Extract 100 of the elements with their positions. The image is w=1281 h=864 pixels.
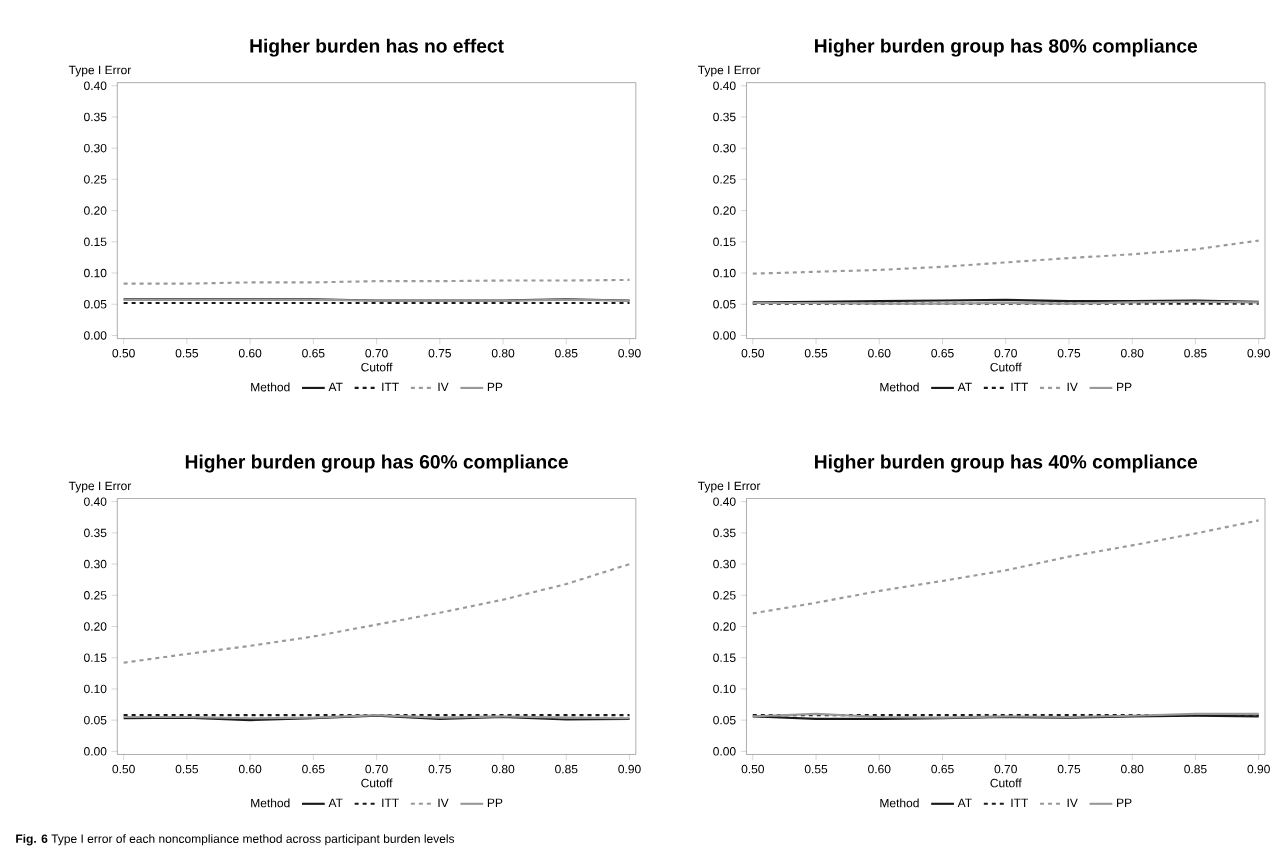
legend-label: PP: [1117, 798, 1132, 808]
x-tick-label: 0.75: [428, 349, 451, 358]
x-tick-label: 0.80: [491, 764, 515, 774]
y-tick-label: 0.00: [84, 331, 107, 340]
x-tick-label: 0.90: [1247, 764, 1270, 774]
y-tick-label: 0.35: [84, 528, 107, 538]
legend-label: AT: [328, 798, 343, 808]
y-tick-label: 0.05: [713, 300, 736, 309]
legend-title: Method: [251, 798, 290, 808]
legend-label: IV: [438, 382, 449, 392]
x-tick-label: 0.85: [1184, 349, 1207, 358]
legend-label: ITT: [1011, 798, 1029, 808]
y-tick-label: 0.00: [713, 747, 736, 756]
legend-label: AT: [328, 382, 343, 392]
legend-label: AT: [957, 382, 972, 392]
x-tick-label: 0.55: [804, 764, 828, 774]
x-axis-title: Cutoff: [990, 778, 1022, 788]
y-tick-label: 0.40: [84, 81, 107, 91]
legend-label: PP: [487, 798, 503, 808]
legend-label: ITT: [1011, 382, 1029, 392]
chart-title: Higher burden group has 80% compliance: [815, 38, 1198, 57]
legend-label: AT: [957, 798, 972, 808]
x-axis-title: Cutoff: [361, 362, 393, 372]
y-tick-label: 0.05: [84, 716, 107, 725]
y-tick-label: 0.15: [84, 237, 107, 247]
y-tick-label: 0.30: [84, 559, 107, 569]
legend-title: Method: [880, 382, 919, 392]
y-axis-title: Type I Error: [698, 481, 761, 493]
y-tick-label: 0.35: [713, 112, 736, 122]
x-tick-label: 0.75: [1057, 764, 1081, 774]
y-tick-label: 0.30: [713, 559, 736, 569]
x-tick-label: 0.65: [302, 764, 325, 774]
x-tick-label: 0.80: [1121, 764, 1144, 774]
y-tick-label: 0.25: [84, 175, 107, 184]
y-axis-title: Type I Error: [68, 65, 132, 77]
x-tick-label: 0.65: [931, 349, 954, 358]
x-tick-label: 0.80: [1121, 349, 1144, 358]
y-tick-label: 0.10: [84, 268, 107, 278]
text: Fig. 6 Type I error of each noncompliance method across participant burden levels: [16, 834, 455, 846]
y-tick-label: 0.25: [713, 591, 736, 600]
legend-label: PP: [487, 382, 503, 392]
y-tick-label: 0.20: [713, 206, 736, 215]
x-tick-label: 0.60: [868, 349, 891, 358]
x-tick-label: 0.70: [365, 764, 388, 774]
chart-title: Higher burden group has 60% compliance: [185, 454, 568, 473]
y-tick-label: 0.15: [84, 653, 107, 663]
x-axis-title: Cutoff: [361, 778, 393, 788]
x-tick-label: 0.70: [365, 349, 388, 358]
y-tick-label: 0.15: [713, 653, 736, 663]
x-tick-label: 0.50: [112, 349, 135, 358]
x-tick-label: 0.50: [741, 349, 765, 358]
y-axis-title: Type I Error: [698, 65, 761, 77]
x-tick-label: 0.70: [994, 764, 1017, 774]
y-tick-label: 0.30: [84, 144, 107, 153]
chart-title: Higher burden has no effect: [250, 38, 504, 57]
x-tick-label: 0.85: [555, 349, 578, 358]
x-tick-label: 0.50: [741, 764, 765, 774]
legend-label: ITT: [382, 798, 399, 808]
y-tick-label: 0.00: [713, 331, 736, 340]
y-tick-label: 0.40: [84, 497, 107, 507]
y-tick-label: 0.20: [84, 206, 107, 215]
x-tick-label: 0.55: [175, 349, 199, 358]
y-tick-label: 0.20: [713, 622, 736, 631]
legend-label: IV: [438, 798, 449, 808]
x-tick-label: 0.55: [175, 764, 199, 774]
x-tick-label: 0.60: [868, 764, 891, 774]
x-tick-label: 0.60: [238, 349, 262, 358]
x-tick-label: 0.90: [1247, 349, 1270, 358]
y-tick-label: 0.10: [713, 268, 736, 278]
legend-title: Method: [880, 798, 919, 808]
x-tick-label: 0.90: [618, 349, 641, 358]
y-axis-title: Type I Error: [68, 481, 132, 493]
y-tick-label: 0.05: [713, 716, 736, 725]
y-tick-label: 0.25: [84, 591, 107, 600]
y-tick-label: 0.25: [713, 175, 736, 184]
legend-label: ITT: [382, 382, 399, 392]
y-tick-label: 0.20: [84, 622, 107, 631]
x-tick-label: 0.65: [931, 764, 954, 774]
x-tick-label: 0.75: [428, 764, 451, 774]
x-tick-label: 0.60: [238, 764, 262, 774]
x-tick-label: 0.80: [491, 349, 515, 358]
y-tick-label: 0.40: [713, 81, 736, 91]
x-tick-label: 0.85: [555, 764, 578, 774]
x-tick-label: 0.90: [618, 764, 641, 774]
legend-label: IV: [1067, 382, 1078, 392]
x-axis-title: Cutoff: [990, 362, 1022, 372]
legend-title: Method: [251, 382, 290, 392]
x-tick-label: 0.55: [804, 349, 828, 358]
line-series: [122, 563, 631, 664]
line-series: [751, 519, 1260, 615]
y-tick-label: 0.30: [713, 144, 736, 153]
legend-label: PP: [1117, 382, 1132, 392]
y-tick-label: 0.10: [713, 684, 736, 694]
legend-label: IV: [1067, 798, 1078, 808]
x-tick-label: 0.50: [112, 764, 135, 774]
x-tick-label: 0.85: [1184, 764, 1207, 774]
x-tick-label: 0.75: [1057, 349, 1081, 358]
y-tick-label: 0.05: [84, 300, 107, 309]
y-tick-label: 0.10: [84, 684, 107, 694]
y-tick-label: 0.15: [713, 237, 736, 247]
